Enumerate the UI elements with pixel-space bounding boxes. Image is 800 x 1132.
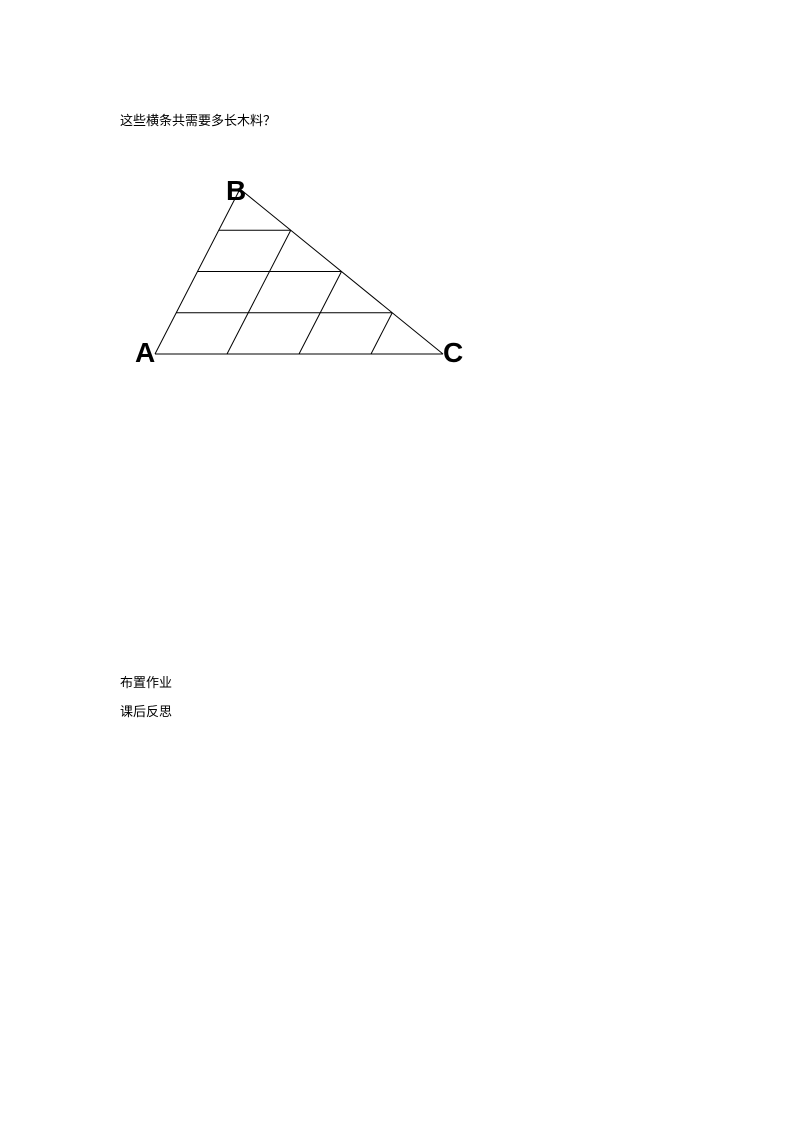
homework-label: 布置作业 [120, 669, 680, 698]
vertex-label-b: B [226, 175, 246, 207]
parallel-ab-3 [371, 313, 392, 354]
triangle-diagram: B A C [125, 179, 485, 389]
vertex-label-c: C [443, 337, 463, 369]
question-text: 这些横条共需要多长木料？ [120, 110, 680, 129]
triangle-svg [125, 179, 485, 379]
reflection-label: 课后反思 [120, 698, 680, 727]
vertex-label-a: A [135, 337, 155, 369]
parallel-ab-1 [227, 230, 291, 354]
